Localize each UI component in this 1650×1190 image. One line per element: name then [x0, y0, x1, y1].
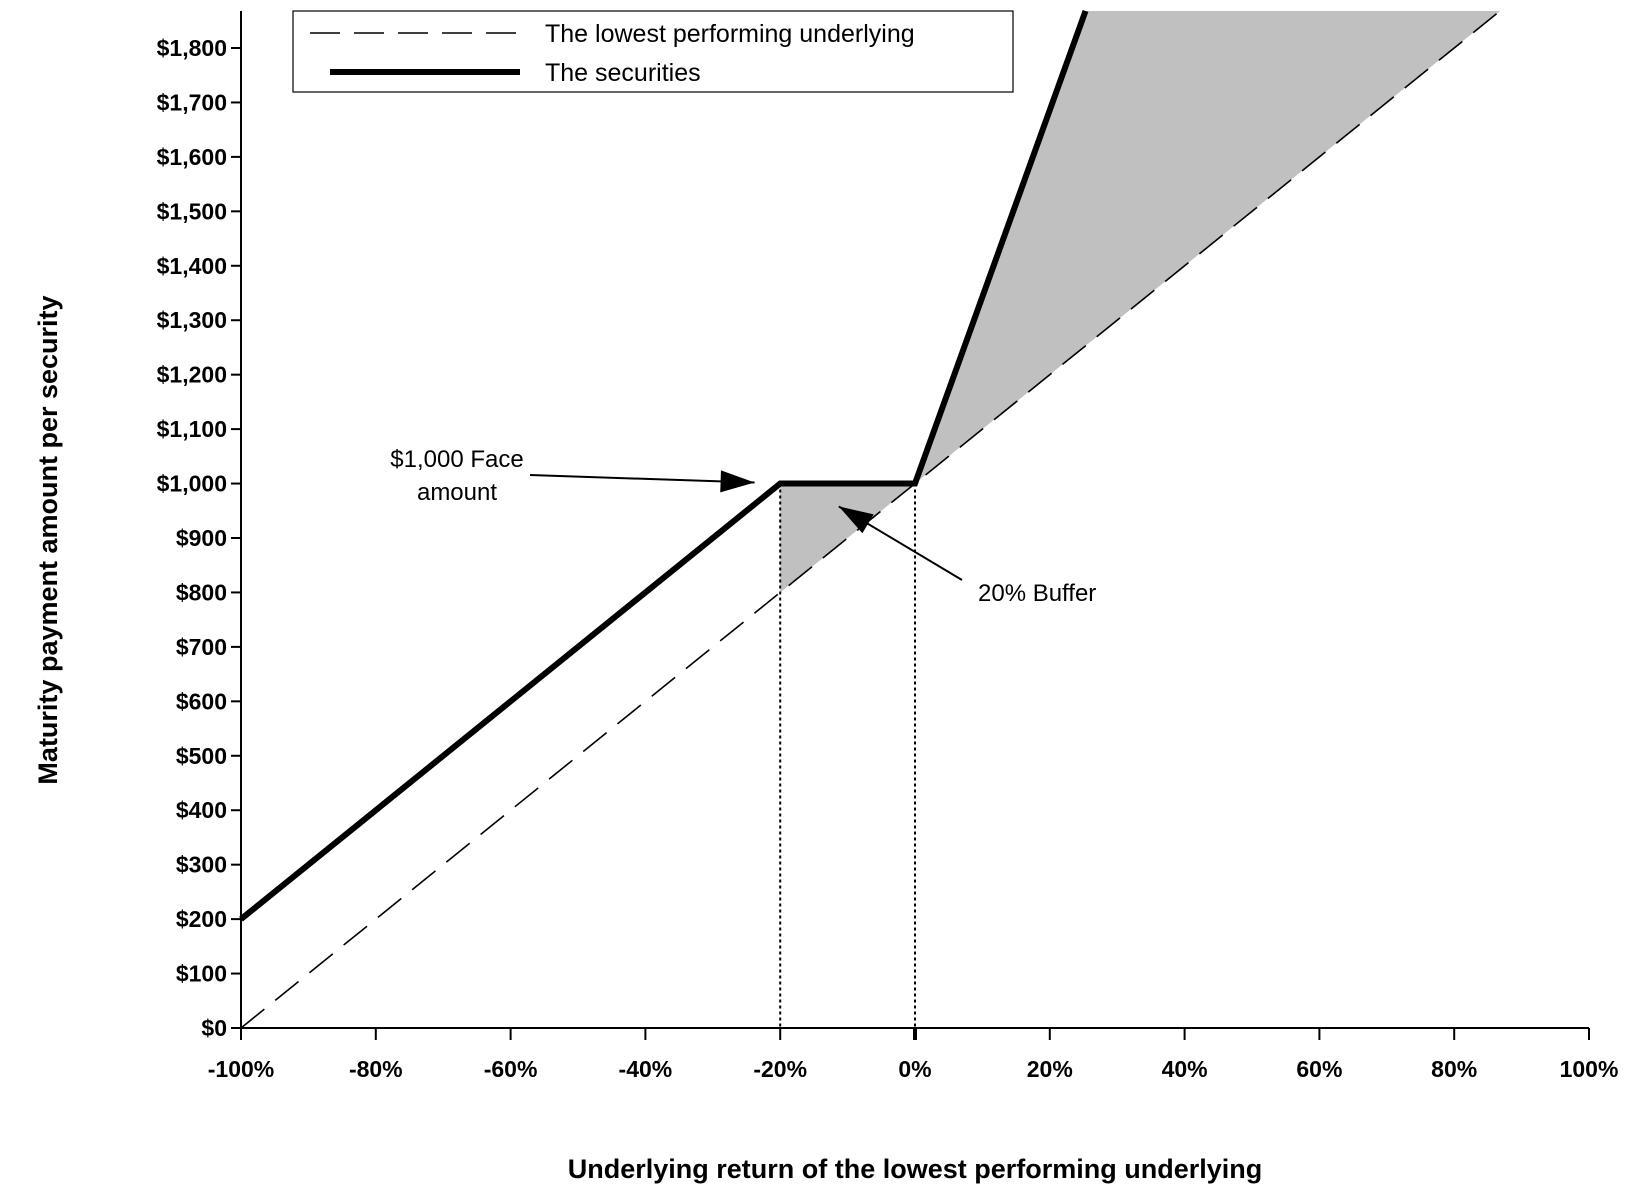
legend: The lowest performing underlying The sec…: [292, 10, 1014, 93]
x-axis-label: Underlying return of the lowest performi…: [568, 1154, 1263, 1184]
x-tick-label: -80%: [349, 1056, 403, 1082]
y-tick-label: $900: [176, 525, 227, 551]
x-tick-label: 80%: [1431, 1056, 1477, 1082]
x-tick-label: -60%: [484, 1056, 538, 1082]
legend-label-underlying: The lowest performing underlying: [545, 20, 915, 48]
y-tick-label: $1,000: [157, 471, 227, 497]
y-tick-label: $500: [176, 743, 227, 769]
buffer-shaded-region: [780, 483, 915, 593]
face-amount-annotation-line2: amount: [417, 479, 497, 506]
y-tick-label: $1,800: [157, 35, 227, 61]
x-tick-label: 60%: [1296, 1056, 1342, 1082]
x-tick-label: 40%: [1162, 1056, 1208, 1082]
legend-box: [292, 10, 1014, 93]
x-tick-label: 100%: [1560, 1056, 1619, 1082]
y-axis-label: Maturity payment amount per security: [33, 295, 63, 784]
y-tick-label: $1,500: [157, 198, 227, 224]
y-tick-label: $1,300: [157, 307, 227, 333]
x-tick-label: -20%: [753, 1056, 807, 1082]
buffer-annotation: 20% Buffer: [978, 580, 1096, 607]
x-tick-label: 0%: [898, 1056, 931, 1082]
y-tick-label: $400: [176, 797, 227, 823]
y-tick-label: $200: [176, 906, 227, 932]
y-tick-label: $1,400: [157, 253, 227, 279]
x-tick-label: -100%: [208, 1056, 274, 1082]
face-amount-arrow-head: [720, 470, 755, 493]
y-tick-label: $0: [201, 1015, 227, 1041]
x-tick-label: -40%: [619, 1056, 673, 1082]
y-tick-label: $600: [176, 688, 227, 714]
y-tick-label: $1,200: [157, 362, 227, 388]
legend-label-securities: The securities: [545, 59, 701, 87]
y-tick-label: $100: [176, 961, 227, 987]
annotations: $1,000 Face amount 20% Buffer: [390, 446, 1096, 607]
y-tick-label: $1,600: [157, 144, 227, 170]
face-amount-annotation-line1: $1,000 Face: [390, 446, 523, 473]
axes: -100% -80% -60% -40% -20% 0% 20% 40% 60% 80% 100% $…: [157, 11, 1619, 1082]
face-amount-arrow-line: [529, 474, 755, 484]
y-tick-label: $800: [176, 579, 227, 605]
x-tick-label: 20%: [1027, 1056, 1073, 1082]
y-tick-label: $300: [176, 852, 227, 878]
series-securities-line: [239, 9, 1089, 922]
y-tick-label: $1,700: [157, 89, 227, 115]
y-tick-label: $700: [176, 634, 227, 660]
buffer-arrow-head: [838, 506, 874, 534]
reference-lines: [779, 483, 916, 1028]
y-tick-label: $1,100: [157, 416, 227, 442]
